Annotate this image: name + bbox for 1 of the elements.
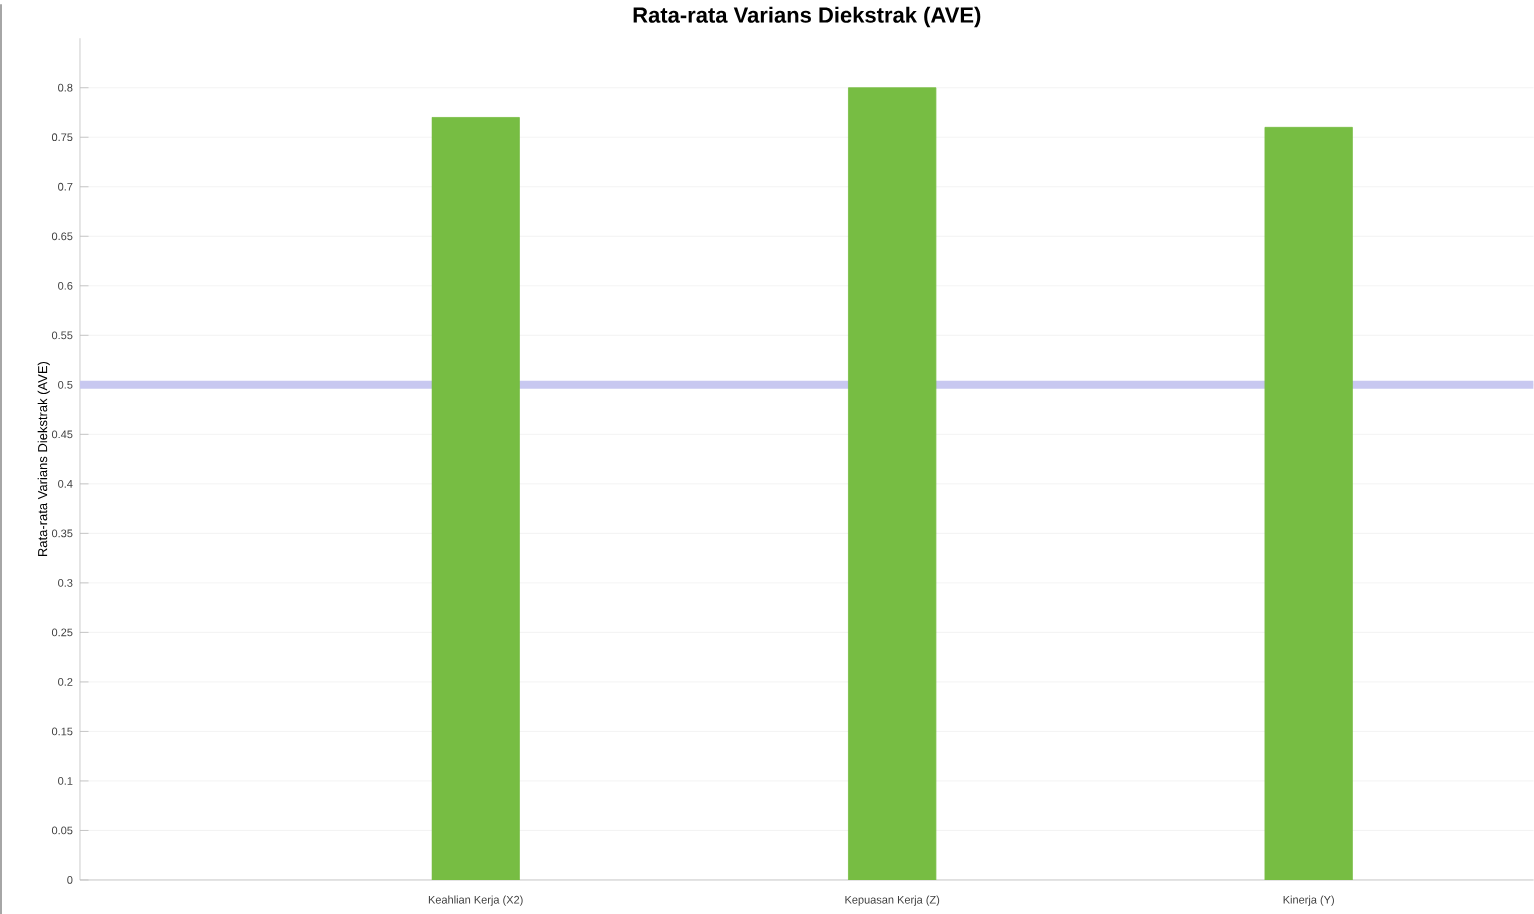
chart-title: Rata-rata Varians Diekstrak (AVE) [633,6,981,27]
